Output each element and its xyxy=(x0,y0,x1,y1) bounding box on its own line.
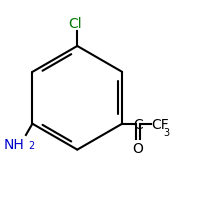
Text: Cl: Cl xyxy=(69,17,82,31)
Text: C: C xyxy=(133,117,143,131)
Text: O: O xyxy=(133,142,143,155)
Text: CF: CF xyxy=(151,117,169,131)
Text: NH: NH xyxy=(3,137,24,151)
Text: 3: 3 xyxy=(163,128,169,137)
Text: 2: 2 xyxy=(28,140,34,150)
